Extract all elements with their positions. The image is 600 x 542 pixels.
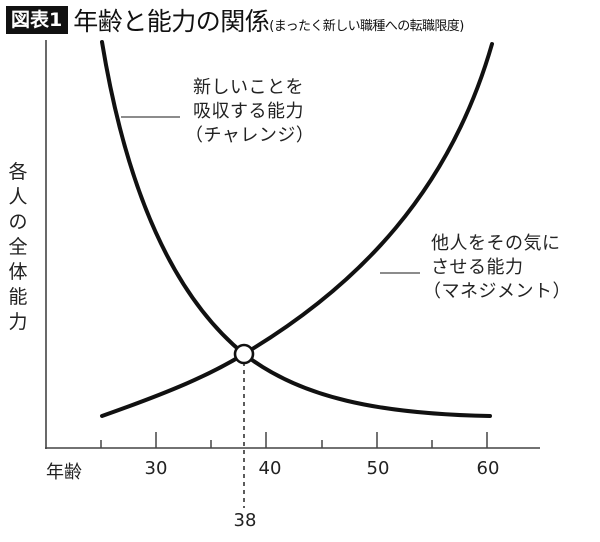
challenge-annotation-line-3: （チャレンジ） [185,125,315,146]
management-annotation: 他人をその気に させる能力 （マネジメント） [423,232,571,304]
challenge-annotation: 新しいことを 吸収する能力 （チャレンジ） [185,76,314,148]
crossover-age-label: 38 [233,510,257,531]
figure-badge: 図表1 [6,6,69,34]
x-axis-label: 年齢 [46,462,82,483]
chart-title: 年齢と能力の関係 [73,7,270,36]
management-annotation-line-1: 他人をその気に [431,233,561,254]
chart-title-bar: 図表1 年齢と能力の関係 (まったく新しい職種への転職限度) [0,0,464,40]
y-axis-label: 各人の全体能力 [8,161,28,333]
x-tick-label-40: 40 [258,458,282,479]
crossover-marker [233,343,255,365]
x-tick-label-60: 60 [476,458,500,479]
challenge-annotation-line-1: 新しいことを [193,77,304,98]
x-tick-label-30: 30 [144,458,168,479]
chart-subtitle: (まったく新しい職種への転職限度) [269,18,464,34]
x-tick-label-50: 50 [366,458,390,479]
management-annotation-line-2: させる能力 [431,257,524,278]
x-ticks [100,432,488,448]
management-curve [100,42,494,418]
management-annotation-line-3: （マネジメント） [423,281,571,302]
challenge-annotation-line-2: 吸収する能力 [193,101,304,122]
